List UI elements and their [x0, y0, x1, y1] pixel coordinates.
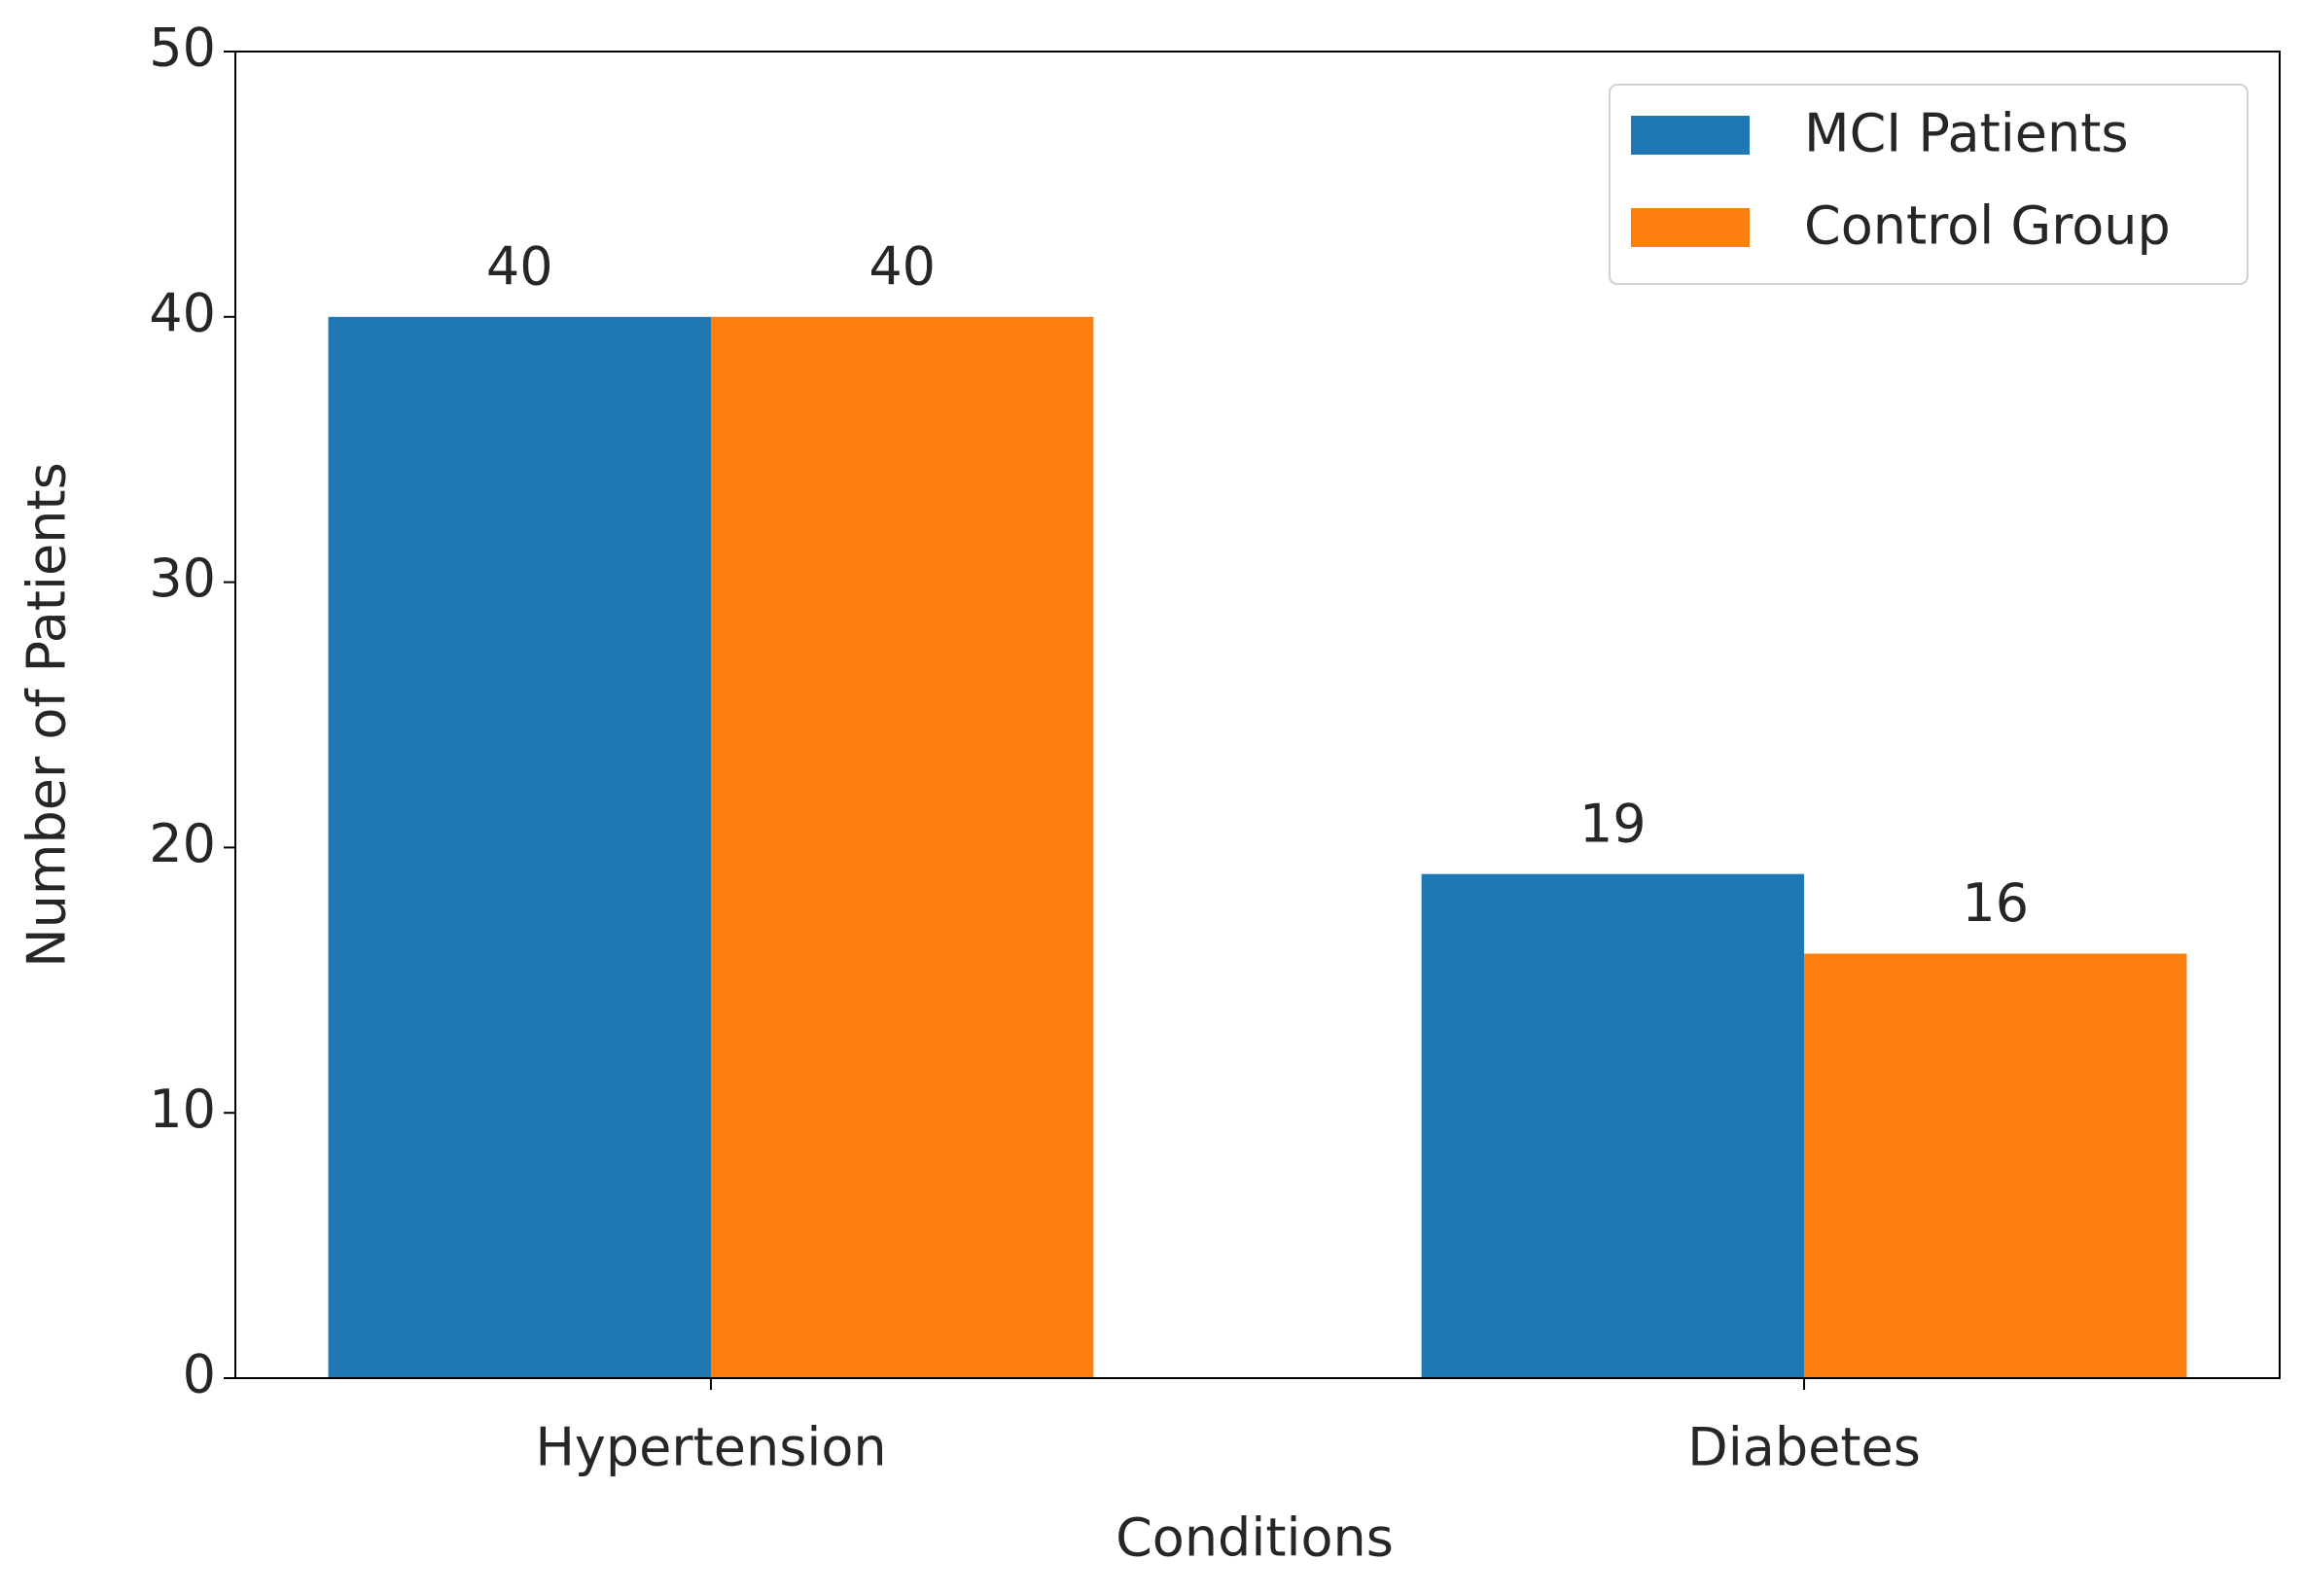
- value-label: 40: [486, 235, 553, 297]
- legend-swatch: [1631, 208, 1750, 247]
- bar: [1804, 953, 2187, 1378]
- legend-box: [1609, 84, 2249, 285]
- axes-frame: [234, 51, 2281, 1379]
- x-tick-label: Diabetes: [1687, 1417, 1921, 1478]
- bar: [328, 316, 711, 1378]
- y-tick-label: 20: [149, 813, 216, 874]
- value-label: 16: [1962, 872, 2029, 934]
- bar: [710, 316, 1094, 1378]
- y-tick-label: 40: [149, 282, 216, 343]
- y-tick-label: 30: [149, 548, 216, 609]
- legend-label: MCI Patients: [1804, 103, 2129, 164]
- bar: [1421, 873, 1805, 1378]
- y-axis-label: Number of Patients: [17, 462, 78, 967]
- y-tick-label: 10: [149, 1079, 216, 1140]
- value-label: 40: [868, 235, 936, 297]
- y-tick-label: 0: [183, 1344, 216, 1405]
- value-label: 19: [1579, 793, 1647, 854]
- legend-swatch: [1631, 116, 1750, 155]
- legend-label: Control Group: [1804, 195, 2171, 257]
- x-tick-label: Hypertension: [535, 1417, 886, 1478]
- y-tick-label: 50: [149, 18, 216, 79]
- x-axis-label: Conditions: [1116, 1507, 1394, 1569]
